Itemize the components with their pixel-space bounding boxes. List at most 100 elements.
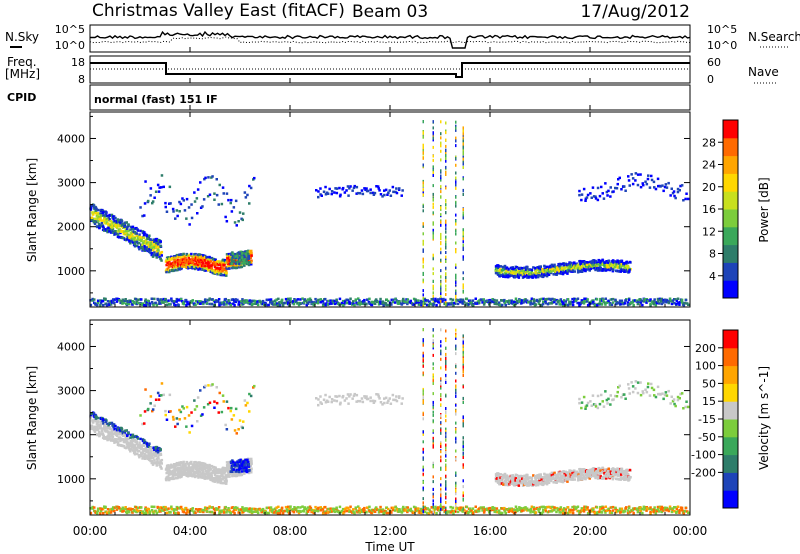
power-cell [196, 261, 200, 264]
power-cell [474, 297, 477, 300]
power-cell [554, 266, 558, 269]
power-streak-cell [445, 131, 447, 135]
power-cell [529, 272, 532, 275]
velocity-cell [117, 431, 120, 434]
power-cell [193, 262, 196, 266]
power-streak-cell [440, 136, 442, 140]
power-cell [183, 263, 186, 266]
power-cell [106, 300, 110, 303]
velocity-cell [94, 419, 98, 423]
velocity-cell [208, 401, 212, 404]
velocity-cell [153, 448, 156, 451]
power-cell [599, 267, 602, 270]
velocity-cell [211, 383, 214, 386]
power-cell [540, 303, 543, 307]
power-panel-frame [89, 111, 691, 308]
power-cell [586, 193, 590, 197]
power-cell [136, 301, 140, 305]
power-cell [338, 186, 341, 190]
power-cell [560, 270, 563, 274]
velocity-cell [151, 408, 155, 411]
velocity-cell [235, 474, 238, 478]
power-cell [363, 298, 366, 302]
power-cell [265, 303, 269, 307]
power-cell [667, 181, 670, 185]
power-cell [118, 225, 121, 228]
power-cell [623, 302, 627, 305]
power-cell [636, 173, 640, 176]
power-cell [549, 271, 553, 275]
power-streak-cell [462, 145, 464, 149]
power-cell [202, 302, 205, 306]
velocity-cell [189, 468, 192, 471]
power-cell [218, 267, 221, 270]
power-cell [196, 212, 199, 215]
velocity-cell [511, 474, 514, 477]
power-cell [671, 191, 675, 195]
velocity-cell [138, 446, 141, 450]
power-streak-cell [455, 176, 457, 180]
power-cell [631, 182, 635, 186]
power-cell [465, 297, 469, 301]
power-cell [341, 186, 345, 190]
power-cell [201, 256, 205, 260]
power-cell [317, 190, 320, 193]
power-cell [607, 189, 610, 193]
power-streak-cell [445, 298, 447, 302]
power-cell [189, 264, 192, 267]
power-cell [194, 259, 197, 262]
power-ytick-label: 4000 [57, 132, 85, 145]
velocity-cell [119, 430, 122, 433]
velocity-cell [134, 448, 137, 452]
power-cell [184, 260, 187, 263]
power-cell [269, 301, 272, 304]
power-streak-cell [422, 242, 424, 246]
power-cell [286, 301, 290, 304]
velocity-cell [139, 454, 143, 457]
power-cell [580, 193, 584, 196]
power-cell [333, 299, 336, 303]
power-cell [646, 299, 650, 303]
velocity-cell [248, 469, 251, 472]
power-cell [178, 258, 182, 262]
power-cell [102, 210, 105, 214]
power-cell [246, 193, 249, 197]
power-cell [499, 303, 502, 307]
power-streak-cell [432, 171, 434, 175]
power-cell [267, 303, 270, 307]
velocity-cell [228, 467, 231, 470]
power-cell [94, 211, 98, 215]
power-cell [553, 298, 556, 301]
velocity-cell [196, 420, 199, 423]
power-cell [561, 268, 564, 272]
power-streak-cell [462, 243, 464, 247]
power-cell [207, 263, 210, 266]
velocity-cell [147, 456, 150, 459]
power-streak-cell [440, 289, 442, 293]
power-cell [91, 299, 94, 302]
power-cell [102, 214, 105, 217]
power-cell [238, 262, 241, 266]
power-cell [522, 301, 525, 304]
power-streak-cell [455, 249, 457, 253]
power-cell [228, 300, 231, 304]
velocity-cell [179, 461, 183, 464]
power-cell [107, 225, 110, 228]
power-streak-cell [462, 237, 464, 241]
power-streak-cell [432, 205, 434, 209]
power-cell [239, 252, 242, 255]
velocity-cell [150, 450, 153, 454]
power-cell [360, 302, 364, 306]
power-cell [414, 301, 418, 304]
power-ytick-label: 3000 [57, 177, 85, 190]
power-streak-cell [422, 191, 424, 195]
power-cell [278, 304, 282, 307]
power-cell [376, 185, 380, 188]
power-cell [571, 301, 575, 304]
velocity-cell [244, 468, 248, 472]
power-cell [146, 303, 150, 306]
power-cell [196, 188, 200, 191]
power-cell [210, 302, 214, 306]
power-ylabel: Slant Range [km] [25, 158, 39, 262]
power-cell [609, 262, 612, 265]
